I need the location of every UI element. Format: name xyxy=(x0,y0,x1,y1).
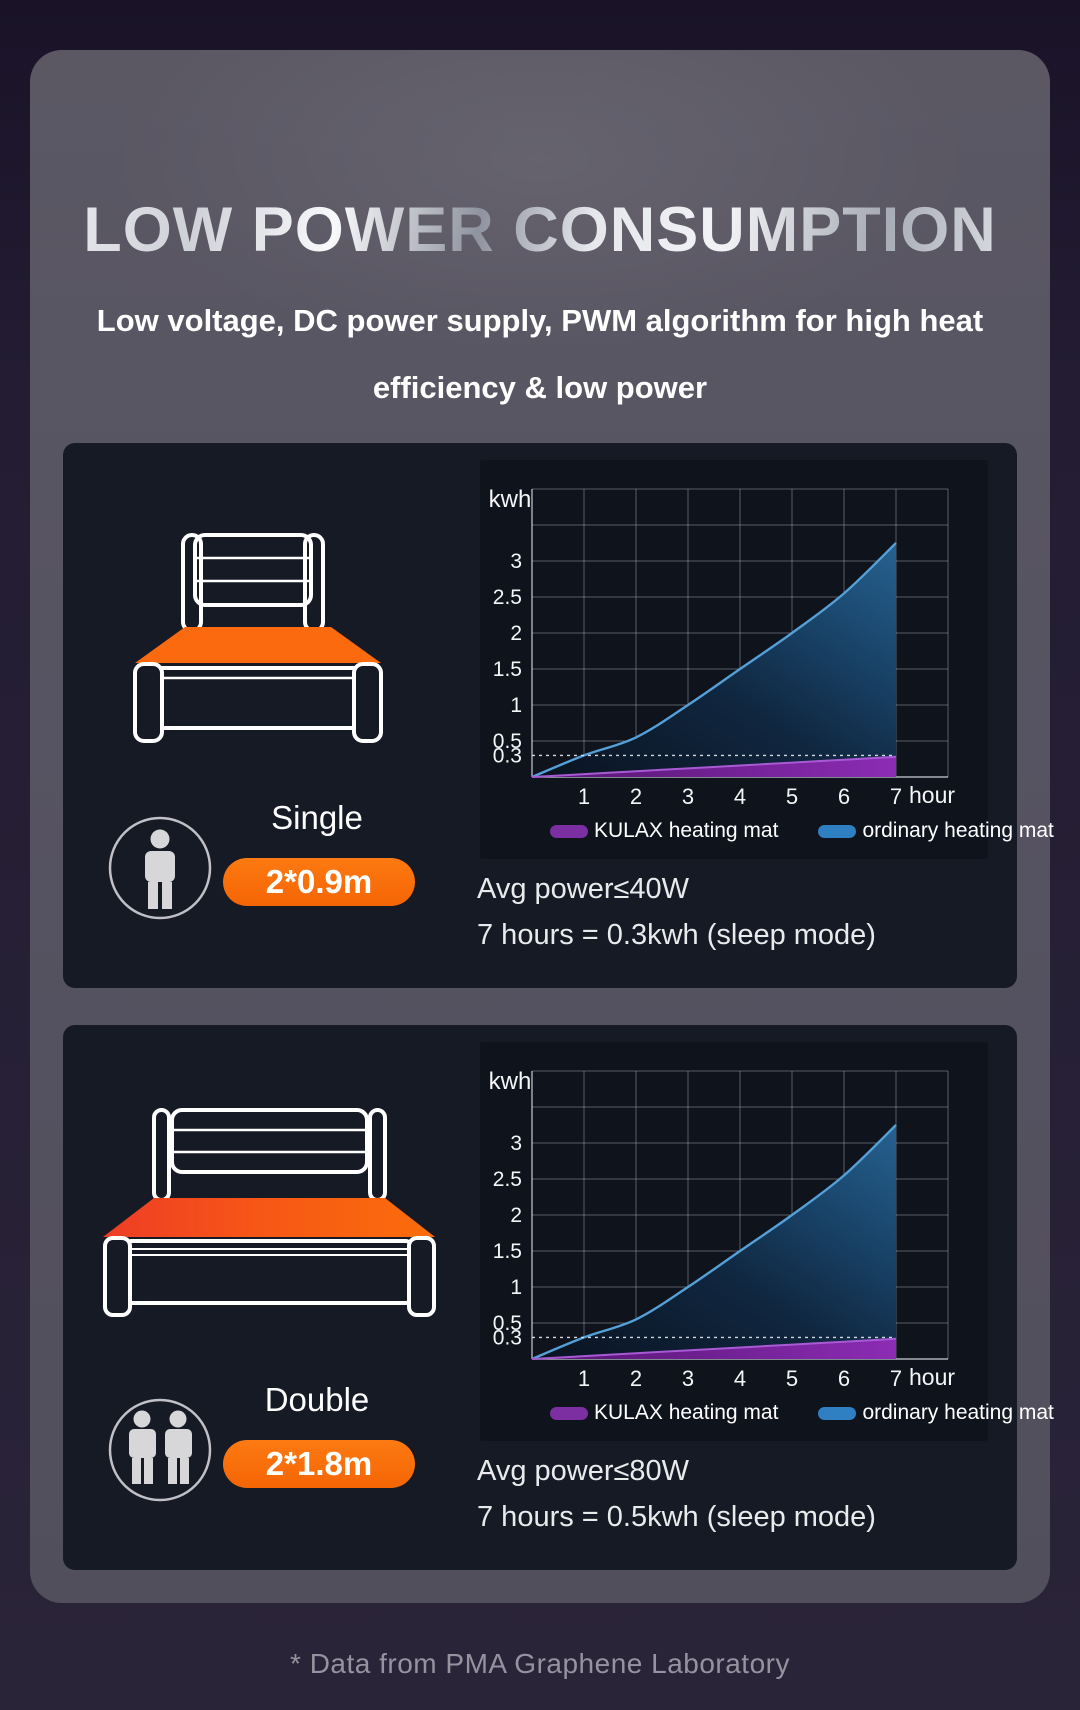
svg-text:1.5: 1.5 xyxy=(493,1240,522,1263)
avg-power-text: Avg power≤80W xyxy=(477,1455,690,1487)
single-bed-icon xyxy=(133,533,383,743)
svg-text:kwh: kwh xyxy=(489,1068,532,1095)
consumption-chart: kwh 3 2.5 2 1.5 1 0.50.3 1 2 3 4 5 6 7 hour xyxy=(489,486,956,809)
svg-text:0.5: 0.5 xyxy=(493,730,522,753)
chart-legend: KULAX heating mat ordinary heating mat xyxy=(480,1399,1054,1427)
svg-text:2: 2 xyxy=(510,622,522,645)
svg-text:0.5: 0.5 xyxy=(493,1312,522,1335)
svg-text:4: 4 xyxy=(734,784,746,809)
bed-size-badge: 2*0.9m xyxy=(223,858,415,906)
svg-text:2: 2 xyxy=(630,784,642,809)
svg-text:3: 3 xyxy=(682,784,694,809)
ordinary-legend-swatch xyxy=(818,824,857,838)
svg-text:4: 4 xyxy=(734,1366,746,1391)
double-bed-icon xyxy=(103,1108,436,1317)
chart-legend: KULAX heating mat ordinary heating mat xyxy=(480,817,1054,845)
svg-text:hour: hour xyxy=(909,1364,955,1390)
bed-type-label: Single xyxy=(271,799,363,836)
content-card: LOW POWER CONSUMPTION Low voltage, DC po… xyxy=(30,50,1054,1603)
svg-text:3: 3 xyxy=(510,550,522,573)
svg-text:3: 3 xyxy=(510,1132,522,1155)
usage-text: 7 hours = 0.3kwh (sleep mode) xyxy=(477,919,876,951)
consumption-chart-card: kwh 3 2.5 2 1.5 1 0.5 0.3 1 2 3 4 5 6 7 hour KULAX heat… xyxy=(480,460,1054,859)
svg-text:2: 2 xyxy=(510,1204,522,1227)
double-person-icon xyxy=(108,1398,212,1502)
svg-text:5: 5 xyxy=(786,784,798,809)
ordinary-legend-swatch xyxy=(818,1406,857,1420)
kulax-legend-label: KULAX heating mat xyxy=(594,1401,779,1424)
svg-text:2: 2 xyxy=(630,1366,642,1391)
kulax-legend-label: KULAX heating mat xyxy=(594,819,779,842)
svg-text:0.3: 0.3 xyxy=(493,1326,522,1349)
single-person-icon xyxy=(108,816,212,920)
svg-text:7: 7 xyxy=(890,784,902,809)
svg-text:1: 1 xyxy=(578,1366,590,1391)
single-panel: Single 2*0.9m kwh 3 2.5 2 1.5 1 0.5 0.3 1 2 3 4 5 6 7 h… xyxy=(63,443,1054,988)
svg-text:hour: hour xyxy=(909,782,955,808)
svg-text:7: 7 xyxy=(890,1366,902,1391)
data-source-footnote: * Data from PMA Graphene Laboratory xyxy=(290,1648,790,1679)
consumption-chart: kwh 3 2.5 2 1.5 1 0.50.3 1 2 3 4 5 6 7 hour xyxy=(489,1068,956,1391)
kulax-legend-swatch xyxy=(550,824,588,838)
svg-text:2.5: 2.5 xyxy=(493,1168,522,1191)
page-title: LOW POWER CONSUMPTION xyxy=(30,197,1050,263)
svg-text:1: 1 xyxy=(510,694,522,717)
ordinary-legend-label: ordinary heating mat xyxy=(862,1401,1054,1424)
svg-text:6: 6 xyxy=(838,784,850,809)
avg-power-text: Avg power≤40W xyxy=(477,873,690,905)
svg-text:kwh: kwh xyxy=(489,486,532,513)
svg-text:0.3: 0.3 xyxy=(493,744,522,767)
usage-text: 7 hours = 0.5kwh (sleep mode) xyxy=(477,1501,876,1533)
bed-type-label: Double xyxy=(264,1381,370,1418)
ordinary-legend-label: ordinary heating mat xyxy=(862,819,1054,842)
subtitle-line-1: Low voltage, DC power supply, PWM algori… xyxy=(96,303,984,338)
svg-text:6: 6 xyxy=(838,1366,850,1391)
kulax-legend-swatch xyxy=(550,1406,588,1420)
svg-text:2.5: 2.5 xyxy=(493,586,522,609)
double-panel: Double 2*1.8m kwh 3 2.5 2 1.5 1 0.5 0.3 1 2 3 4 5 6 7 h… xyxy=(63,1025,1054,1570)
bed-size-badge: 2*1.8m xyxy=(223,1440,415,1488)
svg-text:5: 5 xyxy=(786,1366,798,1391)
svg-text:1.5: 1.5 xyxy=(493,658,522,681)
consumption-chart-card: kwh 3 2.5 2 1.5 1 0.5 0.3 1 2 3 4 5 6 7 hour KULAX heat… xyxy=(480,1042,1054,1441)
subtitle-line-2: efficiency & low power xyxy=(372,370,708,405)
svg-text:1: 1 xyxy=(578,784,590,809)
svg-text:3: 3 xyxy=(682,1366,694,1391)
svg-text:1: 1 xyxy=(510,1276,522,1299)
